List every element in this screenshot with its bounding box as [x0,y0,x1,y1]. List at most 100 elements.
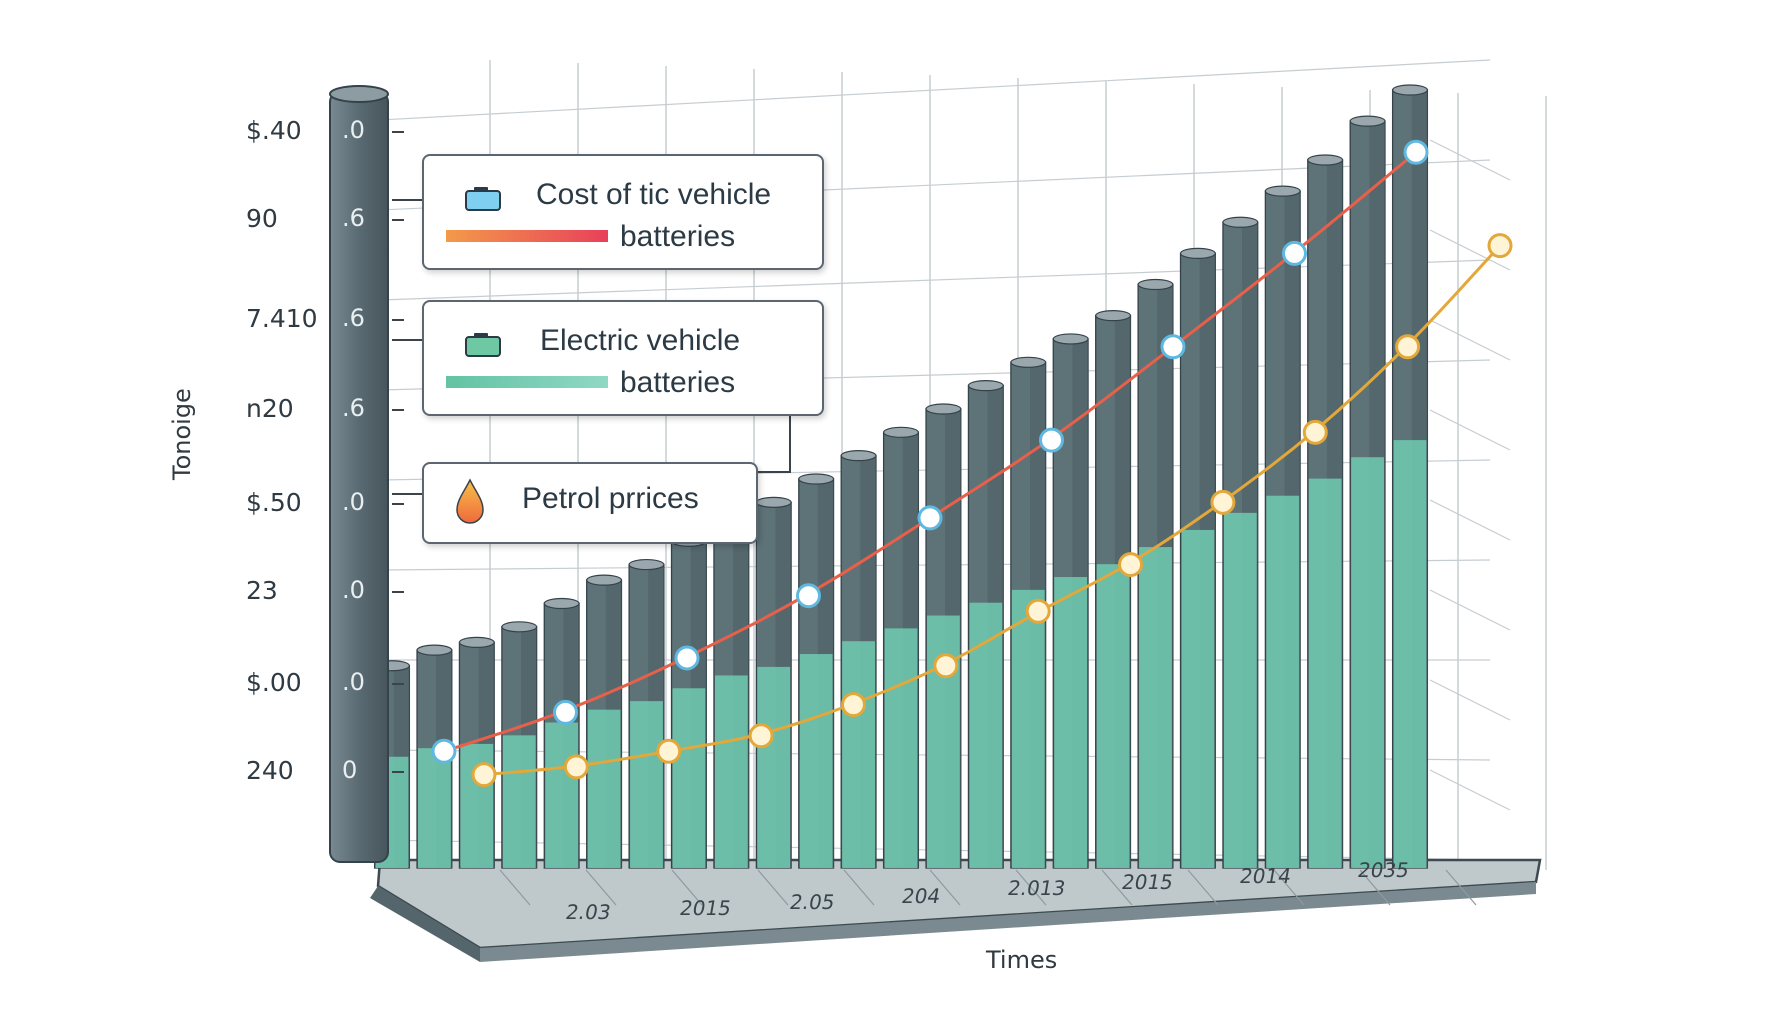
petrol-series-point [563,754,589,780]
platform-tick [1015,869,1047,906]
petrol-series-point [933,653,959,679]
cost-series-point [796,583,821,609]
pillar-cap [329,85,389,103]
grid-line-side [1429,229,1511,271]
bar-cap [543,597,580,610]
bar-fill [418,748,451,868]
bar-cap [1392,84,1428,96]
bar-fill [1054,577,1088,868]
platform-tick [1187,869,1219,906]
bar-fill [587,709,621,868]
pillar-tick-label: .0 [342,116,365,144]
x-tick-label: 2035 [1355,858,1412,882]
bar-fill [1393,440,1427,868]
platform-tick [671,869,703,906]
x-tick-label: 2.013 [1005,876,1068,900]
platform-tick [499,869,531,906]
bar-fill [1096,564,1130,868]
pillar-tick-label: .6 [342,394,365,422]
petrol-series-point [656,738,682,764]
cost-series-point [553,699,578,725]
bar-cap [1095,310,1132,322]
bar-fill [630,701,663,868]
legend-item-cost: Cost of tic vehicle batteries [422,154,824,270]
bar-cap [416,644,453,656]
cost-series-point [1282,240,1307,266]
x-tick-label: 2.03 [563,900,613,924]
bar-fill [1139,547,1172,868]
cost-series-point [1160,334,1186,360]
y-tick-label: $.40 [246,116,302,145]
legend-swatch-cost [446,230,608,242]
cost-series-point [917,505,943,531]
legend-swatch-ev [446,376,608,388]
platform-front [480,882,1536,962]
bar-fill [1308,478,1342,868]
fuel-drop-icon [456,478,484,524]
pillar-tick-label: .0 [342,576,365,604]
grid-line-horizontal [379,259,1491,301]
bar-fill [502,735,536,868]
battery-icon [465,333,501,357]
y-axis-label: Tonoige [168,388,196,480]
cost-series-point [1039,427,1064,453]
bar-fill [1351,457,1384,868]
petrol-series-point [1118,552,1144,578]
bar-fill [545,722,579,868]
platform-tick [757,869,789,906]
platform-tick [843,869,875,906]
y-tick-label: 7.410 [246,304,318,333]
grid-line-side [1429,679,1511,721]
bar-fill [757,666,791,868]
bar-fill [799,654,833,868]
bar-cap [1307,154,1344,166]
legend-item-petrol: Petrol prrices [422,462,758,544]
bar-cap [967,380,1004,392]
bar-cap [458,636,495,648]
cost-series-point [1403,139,1429,165]
x-tick-label: 2.05 [787,890,837,914]
legend-cost-line1: Cost of tic vehicle [536,178,772,211]
platform-tick [1101,869,1133,906]
bar-cap [1010,356,1047,368]
bar-cap [1264,185,1301,197]
grid-line-side [1429,589,1511,631]
petrol-series-point [840,692,866,718]
petrol-series-point [1302,419,1328,445]
petrol-series-point [1210,489,1236,515]
x-tick-label: 2014 [1237,864,1294,888]
bar-fill [460,743,494,868]
x-tick-label: 2015 [1119,870,1176,894]
y-tick-label: 90 [246,204,278,233]
petrol-series-point [1395,334,1421,360]
pillar-tick-label: .0 [342,668,365,696]
grid-line-side [1429,319,1511,361]
bar-fill [1181,529,1215,868]
platform-tick [929,869,961,906]
legend-cost-line2: batteries [620,220,736,253]
bar-cap [840,450,877,462]
cost-series-line [443,151,1417,753]
platform-tick [1359,869,1391,906]
bar-cap [1349,115,1386,127]
grid-line-side [1429,409,1511,451]
battery-icon [465,187,501,211]
bar-fill [1223,512,1257,868]
bar-cap [883,426,919,438]
cost-series-point [674,645,700,671]
x-tick-label: 204 [899,884,943,908]
petrol-series-point [748,723,774,749]
petrol-series-point [1487,233,1513,259]
grid-line-side [1429,499,1511,541]
pillar-tick-label: .6 [342,204,365,232]
bar-fill [672,688,706,868]
cost-series-point [431,738,457,764]
platform-tick [1445,869,1477,906]
legend-ev-line2: batteries [620,366,736,399]
x-axis-label: Times [986,946,1058,974]
bar-cap [755,496,792,508]
petrol-series-point [1025,598,1051,624]
bar-fill [842,641,875,868]
y-tick-label: $.50 [246,488,302,517]
